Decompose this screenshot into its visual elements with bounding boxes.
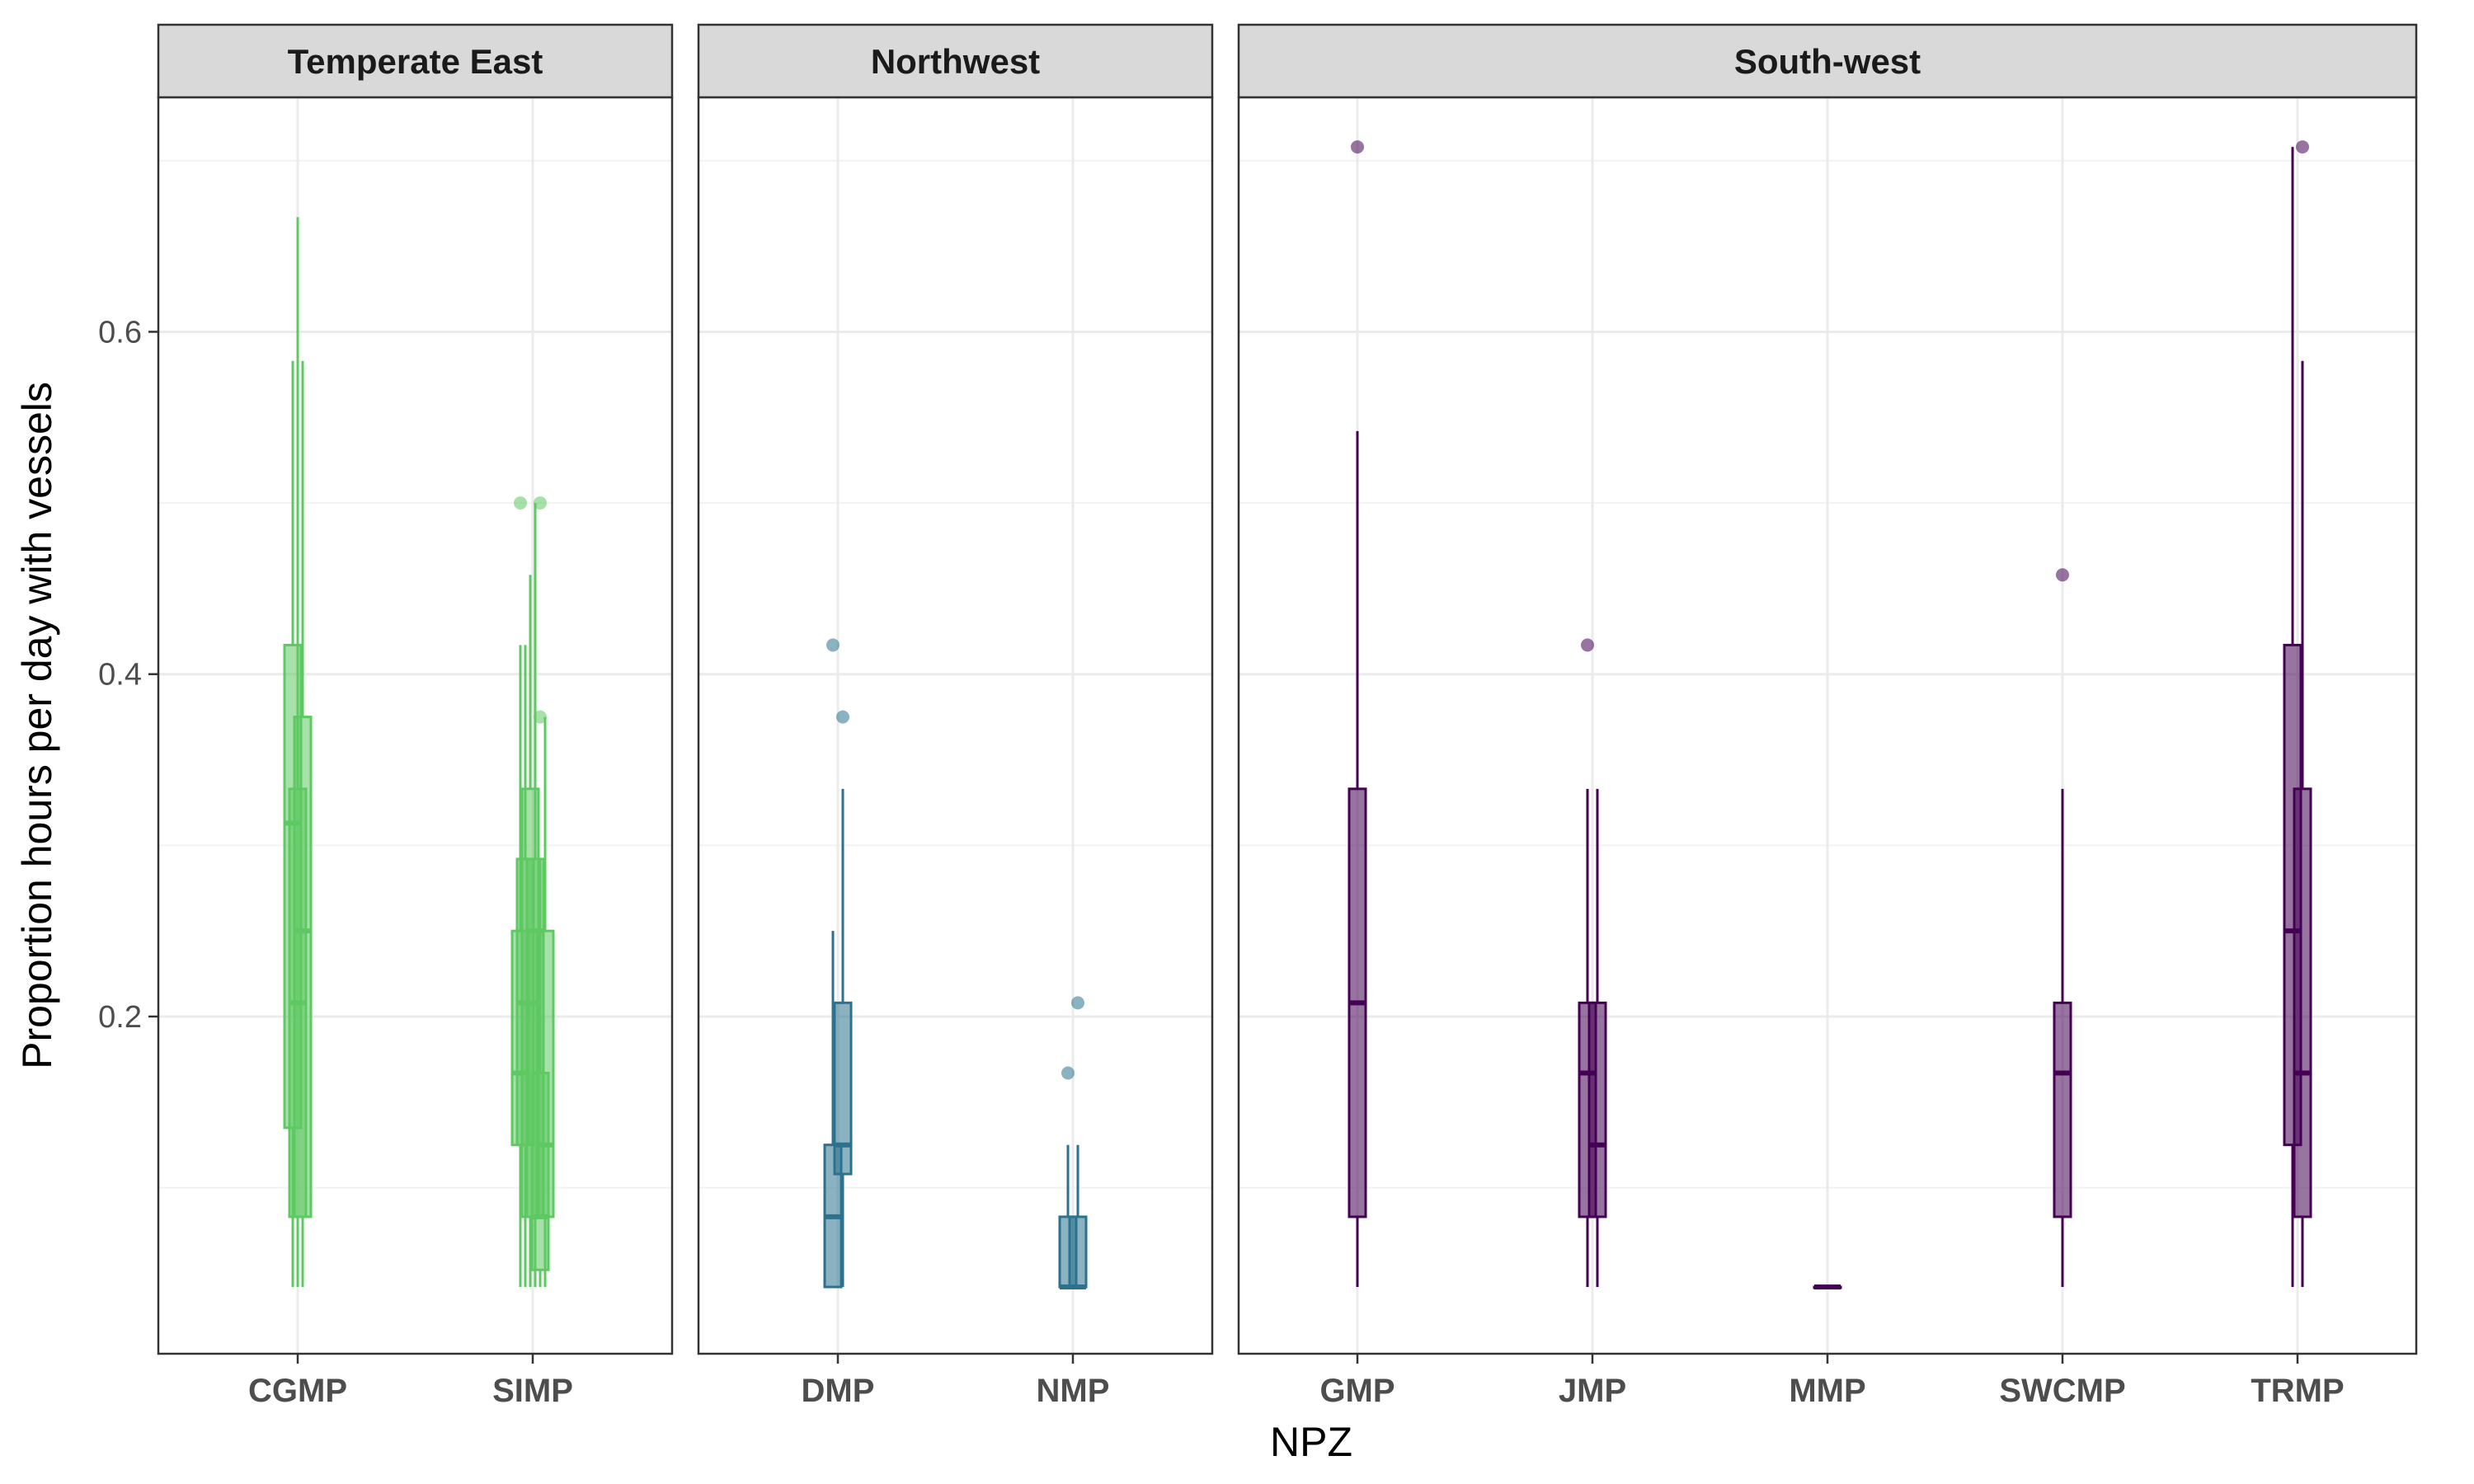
x-tick-label: TRMP (2251, 1373, 2344, 1409)
facet-panel: South-west GMP JMP MMP SWCMP TRMP (1237, 23, 2418, 1409)
facet-title: Northwest (871, 42, 1040, 81)
x-tick-label: CGMP (248, 1373, 347, 1409)
x-axis-title: NPZ (1270, 1419, 1352, 1465)
outlier-point (514, 496, 527, 510)
facet-strip (1237, 23, 2418, 99)
iqr-box (1587, 1001, 1607, 1219)
box-dmp (833, 710, 853, 1288)
iqr-box (535, 929, 555, 1219)
x-tick-label: SWCMP (1999, 1373, 2125, 1409)
box-jmp (1587, 788, 1607, 1288)
outlier-point (534, 496, 547, 510)
x-tick-label: JMP (1559, 1373, 1626, 1409)
box-swcmp (2053, 568, 2072, 1288)
outlier-point (2296, 140, 2309, 154)
outlier-point (1071, 996, 1084, 1010)
panel-background (158, 97, 672, 1354)
box-cgmp (293, 360, 313, 1288)
facet-title: Temperate East (288, 42, 543, 81)
x-tick-label: DMP (802, 1373, 875, 1409)
y-tick-label: 0.2 (98, 1000, 142, 1035)
iqr-box (2053, 1001, 2072, 1219)
iqr-box (293, 716, 313, 1219)
x-tick-label: NMP (1037, 1373, 1110, 1409)
y-axis-title: Proportion hours per day with vessels (14, 382, 60, 1069)
iqr-box (1068, 1215, 1088, 1289)
facet-panel: Northwest DMP NMP (697, 23, 1214, 1409)
outlier-point (826, 638, 840, 652)
outlier-point (1061, 1066, 1075, 1080)
box-simp (535, 716, 555, 1288)
facet-panels: Temperate East CGMP SIMP 0.2 0.4 0.6 Northwest… (98, 23, 2418, 1409)
iqr-box (833, 1001, 853, 1176)
facet-panel: Temperate East CGMP SIMP 0.2 0.4 0.6 (98, 23, 674, 1409)
facet-title: South-west (1734, 42, 1921, 81)
panel-background (698, 97, 1212, 1354)
outlier-point (1581, 638, 1594, 652)
outlier-point (534, 710, 547, 724)
x-tick-label: SIMP (492, 1373, 573, 1409)
iqr-box (2293, 787, 2312, 1219)
y-tick-label: 0.6 (98, 315, 142, 350)
outlier-point (1351, 140, 1364, 154)
box-trmp (2293, 140, 2312, 1288)
box-nmp (1068, 996, 1088, 1290)
x-tick-label: GMP (1319, 1373, 1395, 1409)
outlier-point (836, 710, 849, 724)
facet-strip (157, 23, 674, 99)
box-dmp (823, 638, 843, 1289)
outlier-point (2056, 568, 2069, 582)
box-gmp (1348, 140, 1367, 1288)
box-mmp (1823, 1284, 1842, 1290)
y-tick-label: 0.4 (98, 658, 142, 693)
x-tick-label: MMP (1789, 1373, 1865, 1409)
facet-strip (697, 23, 1214, 99)
